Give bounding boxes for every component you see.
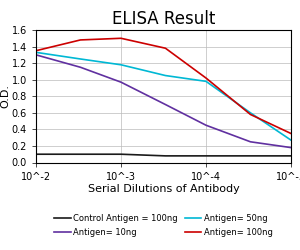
Line: Antigen= 100ng: Antigen= 100ng [36,38,291,134]
Control Antigen = 100ng [34,153,38,156]
Control Antigen = 100ng [289,154,293,158]
Y-axis label: O.D.: O.D. [0,84,10,108]
Title: ELISA Result: ELISA Result [112,10,215,29]
Antigen= 50ng [164,74,167,77]
Line: Control Antigen = 100ng: Control Antigen = 100ng [36,154,291,156]
Antigen= 10ng [249,140,252,143]
Antigen= 100ng [249,113,252,116]
Antigen= 100ng [119,37,123,40]
Line: Antigen= 10ng: Antigen= 10ng [36,55,291,148]
Control Antigen = 100ng [164,154,167,158]
Antigen= 50ng [79,58,82,60]
Antigen= 10ng [79,66,82,69]
Antigen= 50ng [204,80,208,83]
Antigen= 100ng [204,76,208,80]
Antigen= 10ng [119,81,123,84]
Antigen= 10ng [164,103,167,106]
Control Antigen = 100ng [119,153,123,156]
Antigen= 50ng [119,63,123,66]
Antigen= 100ng [164,47,167,50]
Legend: Control Antigen = 100ng, Antigen= 10ng, Antigen= 50ng, Antigen= 100ng: Control Antigen = 100ng, Antigen= 10ng, … [54,214,273,236]
Antigen= 100ng [34,49,38,52]
Antigen= 100ng [79,38,82,42]
Antigen= 50ng [289,139,293,142]
Control Antigen = 100ng [249,154,252,158]
Antigen= 10ng [289,146,293,149]
Control Antigen = 100ng [204,154,208,158]
Antigen= 50ng [249,111,252,114]
Antigen= 50ng [34,51,38,54]
Antigen= 100ng [289,132,293,135]
X-axis label: Serial Dilutions of Antibody: Serial Dilutions of Antibody [88,184,239,194]
Antigen= 10ng [204,124,208,127]
Control Antigen = 100ng [79,153,82,156]
Antigen= 10ng [34,53,38,56]
Line: Antigen= 50ng: Antigen= 50ng [36,52,291,140]
